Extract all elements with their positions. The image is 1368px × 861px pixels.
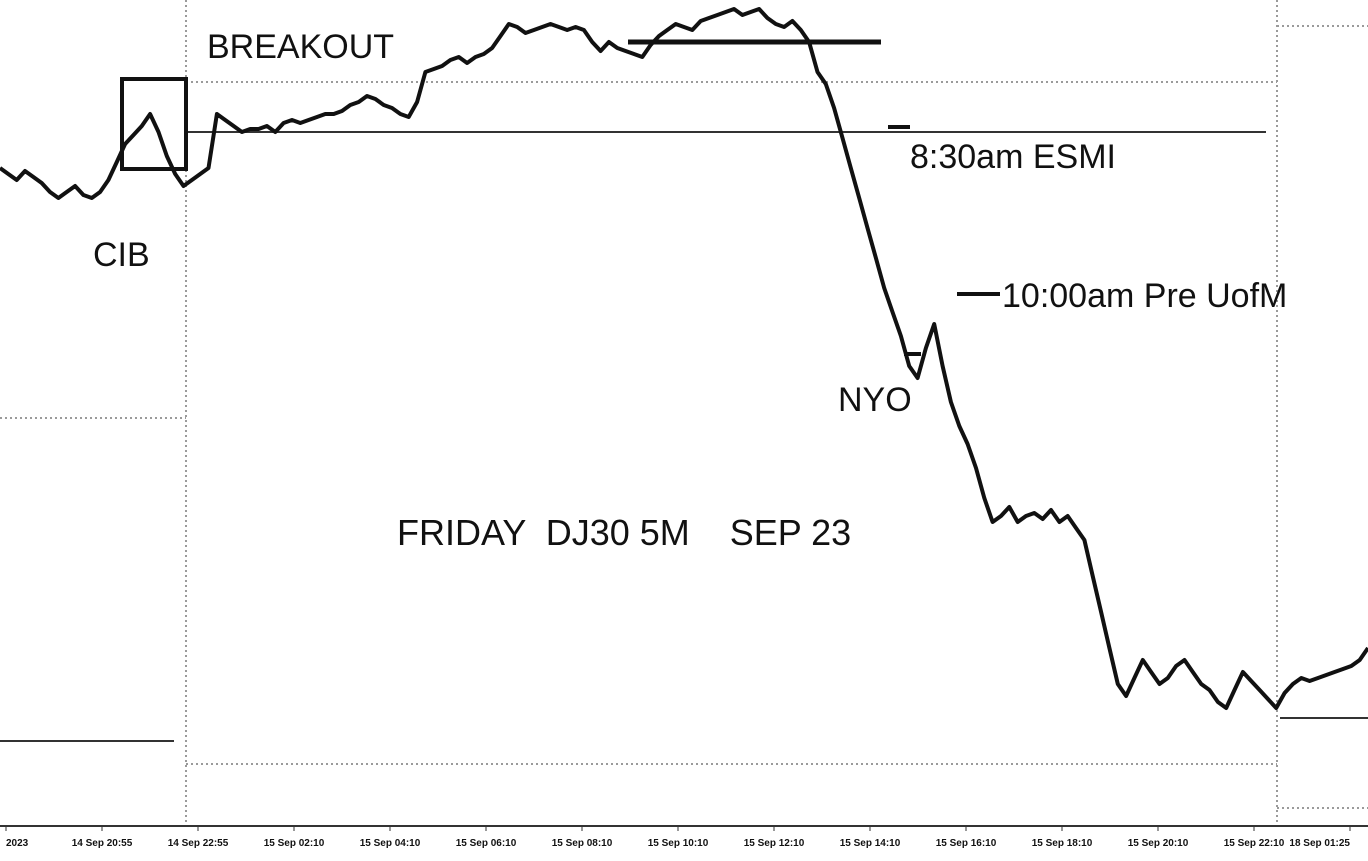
x-tick-label: 15 Sep 12:10 — [744, 838, 805, 849]
x-axis-ticks: 2023 14 Sep 20:55 14 Sep 22:55 15 Sep 02:10… — [5, 826, 1351, 849]
x-tick-label: 15 Sep 04:10 — [360, 838, 421, 849]
x-tick-label: 14 Sep 20:55 — [72, 838, 133, 849]
cib-box — [120, 77, 188, 171]
price-series-line — [0, 7, 1368, 710]
x-tick-label: 15 Sep 02:10 — [264, 838, 325, 849]
nyo-label: NYO — [838, 381, 912, 419]
x-tick-label: 15 Sep 18:10 — [1032, 838, 1093, 849]
chart-title: FRIDAY DJ30 5M SEP 23 — [397, 512, 851, 553]
x-tick-label: 15 Sep 22:10 — [1224, 838, 1285, 849]
x-tick-label: 15 Sep 08:10 — [552, 838, 613, 849]
x-tick-label: 14 Sep 22:55 — [168, 838, 229, 849]
esmi-label: 8:30am ESMI — [910, 138, 1116, 176]
x-tick-label: 2023 — [6, 838, 29, 849]
x-tick-label: 18 Sep 01:25 — [1289, 838, 1350, 849]
pre-uofm-label: 10:00am Pre UofM — [1002, 277, 1287, 315]
x-tick-label: 15 Sep 14:10 — [840, 838, 901, 849]
x-tick-label: 15 Sep 20:10 — [1128, 838, 1189, 849]
cib-label: CIB — [93, 236, 150, 274]
x-tick-label: 15 Sep 10:10 — [648, 838, 709, 849]
breakout-label: BREAKOUT — [207, 28, 394, 66]
x-tick-label: 15 Sep 06:10 — [456, 838, 517, 849]
x-tick-label: 15 Sep 16:10 — [936, 838, 997, 849]
